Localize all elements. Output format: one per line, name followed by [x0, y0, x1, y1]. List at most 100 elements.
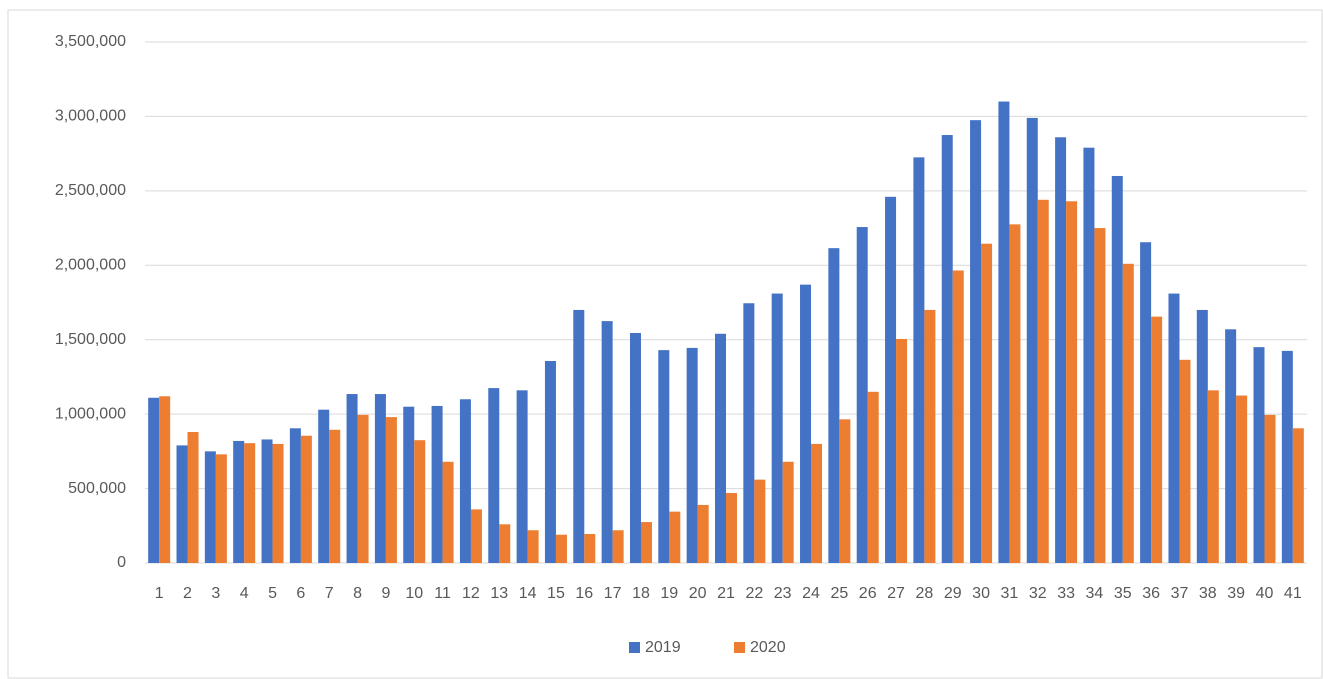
x-tick-label: 6 [296, 585, 305, 602]
bar [800, 284, 812, 563]
x-tick-label: 36 [1142, 585, 1160, 602]
bar [952, 270, 964, 563]
x-tick-label: 34 [1086, 585, 1104, 602]
bar [896, 338, 908, 563]
bar [1253, 347, 1265, 563]
x-tick-label: 1 [155, 585, 164, 602]
bar [470, 509, 482, 563]
x-tick-label: 29 [944, 585, 962, 602]
x-tick-label: 39 [1227, 585, 1245, 602]
bar [811, 443, 823, 563]
bar [1168, 293, 1180, 563]
legend-swatch [734, 642, 745, 653]
bar [516, 390, 528, 563]
bar [839, 419, 851, 563]
x-tick-label: 31 [1001, 585, 1019, 602]
x-tick-label: 10 [405, 585, 423, 602]
bar [346, 394, 358, 563]
bar [1140, 242, 1152, 563]
x-tick-label: 24 [802, 585, 820, 602]
bar [1037, 199, 1049, 563]
y-tick-label: 3,000,000 [55, 108, 126, 125]
bar [555, 534, 567, 563]
x-tick-label: 5 [268, 585, 277, 602]
bar [743, 303, 755, 563]
bar [300, 435, 312, 563]
x-tick-label: 3 [211, 585, 220, 602]
x-tick-label: 27 [887, 585, 905, 602]
y-tick-label: 2,000,000 [55, 257, 126, 274]
x-tick-label: 41 [1284, 585, 1302, 602]
bar [1094, 228, 1106, 564]
bar [856, 227, 868, 564]
bar [187, 432, 199, 563]
bar [629, 333, 641, 563]
x-tick-label: 23 [774, 585, 792, 602]
bar [612, 530, 624, 563]
bar [885, 196, 897, 563]
bar [488, 388, 500, 563]
bar [715, 333, 726, 563]
bar [442, 461, 454, 563]
bar [318, 409, 330, 563]
y-tick-label: 0 [117, 554, 126, 571]
bar [385, 417, 397, 563]
bar [1281, 350, 1293, 563]
bar [1292, 428, 1304, 563]
x-tick-label: 14 [519, 585, 537, 602]
bar [640, 522, 652, 563]
legend-label: 2019 [645, 639, 681, 656]
bar [998, 101, 1010, 564]
x-tick-label: 28 [915, 585, 933, 602]
x-tick-label: 15 [547, 585, 565, 602]
bar [1179, 359, 1191, 563]
bar [289, 428, 301, 563]
bar [782, 461, 794, 563]
bar [215, 454, 227, 563]
x-tick-label: 22 [745, 585, 763, 602]
bar [544, 361, 556, 563]
x-tick-label: 37 [1171, 585, 1189, 602]
bar [697, 504, 709, 563]
x-tick-label: 9 [381, 585, 390, 602]
bar [357, 414, 369, 563]
legend-swatch [629, 642, 640, 653]
x-tick-label: 32 [1029, 585, 1047, 602]
bar [1066, 201, 1078, 563]
x-tick-label: 19 [660, 585, 678, 602]
bar [1264, 414, 1276, 563]
bar [244, 443, 256, 563]
bar [584, 533, 596, 563]
x-tick-label: 4 [240, 585, 249, 602]
bar [527, 530, 539, 563]
x-tick-label: 35 [1114, 585, 1132, 602]
y-tick-label: 500,000 [68, 480, 126, 497]
bar [1009, 224, 1021, 563]
bar [1122, 263, 1134, 563]
bar [1196, 309, 1208, 563]
x-tick-label: 21 [717, 585, 735, 602]
x-tick-label: 16 [575, 585, 593, 602]
x-tick-label: 17 [604, 585, 622, 602]
bar [1225, 329, 1237, 563]
bar [148, 397, 160, 563]
bar [771, 293, 783, 563]
x-tick-label: 8 [353, 585, 362, 602]
x-tick-label: 18 [632, 585, 650, 602]
x-tick-label: 38 [1199, 585, 1217, 602]
y-tick-label: 2,500,000 [55, 182, 126, 199]
bar [403, 406, 415, 563]
bar [459, 399, 471, 563]
bar [159, 396, 171, 563]
bar [204, 451, 216, 563]
legend-label: 2020 [750, 639, 786, 656]
x-tick-label: 20 [689, 585, 707, 602]
bar [970, 120, 982, 564]
bar [686, 347, 698, 563]
x-tick-label: 7 [325, 585, 334, 602]
bar [913, 157, 925, 563]
bar [601, 321, 613, 563]
x-tick-label: 25 [830, 585, 848, 602]
bar [1151, 316, 1163, 563]
